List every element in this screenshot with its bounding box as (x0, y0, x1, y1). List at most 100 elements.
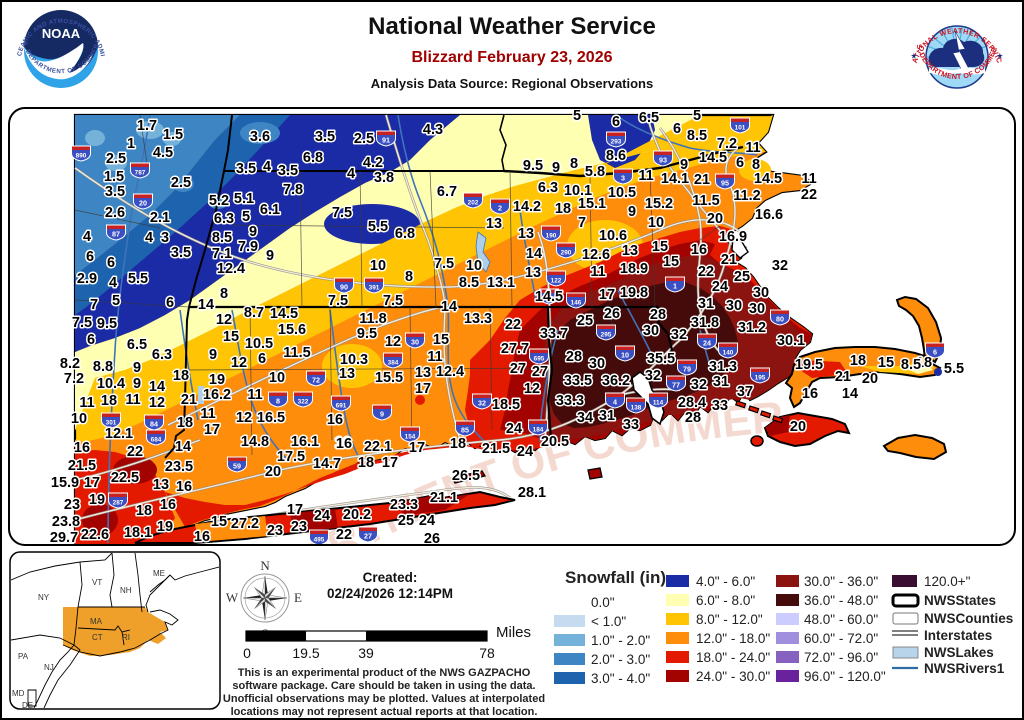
svg-text:35.5: 35.5 (647, 351, 675, 367)
svg-text:20: 20 (790, 419, 806, 435)
svg-text:22: 22 (127, 444, 143, 460)
svg-text:11: 11 (590, 264, 605, 280)
svg-text:96.0" - 120.0": 96.0" - 120.0" (804, 669, 886, 684)
svg-text:16: 16 (194, 529, 210, 545)
svg-text:6: 6 (673, 121, 681, 137)
svg-text:4.0" - 6.0": 4.0" - 6.0" (696, 574, 755, 589)
svg-text:9.5: 9.5 (357, 326, 377, 342)
svg-text:39: 39 (358, 645, 374, 661)
svg-text:5: 5 (573, 108, 581, 124)
svg-text:684: 684 (151, 437, 162, 444)
svg-text:NJ: NJ (44, 663, 54, 672)
svg-text:384: 384 (388, 360, 399, 367)
svg-text:18: 18 (555, 201, 571, 217)
svg-text:8.7: 8.7 (244, 305, 264, 321)
svg-text:20.2: 20.2 (343, 507, 371, 523)
svg-text:301: 301 (106, 420, 117, 427)
svg-text:15.6: 15.6 (278, 322, 306, 338)
svg-text:0: 0 (243, 645, 251, 661)
svg-text:< 1.0": < 1.0" (591, 614, 626, 629)
svg-text:12: 12 (385, 334, 401, 350)
svg-text:5.5: 5.5 (368, 219, 388, 235)
svg-text:14: 14 (441, 299, 457, 315)
svg-text:6: 6 (612, 114, 620, 130)
svg-text:12.6: 12.6 (582, 247, 610, 263)
svg-text:7.8: 7.8 (283, 182, 303, 198)
svg-text:21.5: 21.5 (482, 441, 510, 457)
svg-text:72: 72 (312, 376, 320, 385)
svg-text:5: 5 (112, 293, 120, 309)
svg-text:10: 10 (466, 258, 482, 274)
svg-text:5.2: 5.2 (209, 193, 229, 209)
svg-text:RI: RI (122, 633, 130, 642)
svg-text:202: 202 (468, 200, 479, 207)
svg-text:93: 93 (659, 156, 667, 165)
svg-text:NWSLakes: NWSLakes (924, 645, 994, 660)
svg-text:Analysis Data Source: Regional: Analysis Data Source: Regional Observati… (371, 76, 653, 91)
svg-text:22: 22 (801, 187, 817, 203)
svg-text:15.1: 15.1 (578, 196, 606, 212)
svg-text:120.0+": 120.0+" (924, 574, 971, 589)
svg-text:0.0": 0.0" (591, 595, 615, 610)
svg-text:Blizzard February 23, 2026: Blizzard February 23, 2026 (412, 49, 613, 66)
svg-text:20.5: 20.5 (541, 434, 569, 450)
svg-text:3.5: 3.5 (171, 245, 191, 261)
svg-text:79: 79 (683, 365, 691, 374)
svg-text:9: 9 (628, 204, 636, 220)
svg-text:17: 17 (204, 422, 220, 438)
svg-text:12: 12 (236, 410, 252, 426)
svg-text:91: 91 (382, 136, 390, 145)
svg-text:6.0" - 8.0": 6.0" - 8.0" (696, 593, 755, 608)
svg-text:2.0" - 3.0": 2.0" - 3.0" (591, 652, 650, 667)
svg-text:28: 28 (685, 410, 701, 426)
svg-text:29.7: 29.7 (50, 530, 78, 546)
svg-text:2.6: 2.6 (105, 205, 125, 221)
svg-text:National Weather Service: National Weather Service (368, 13, 656, 40)
svg-text:30: 30 (726, 298, 742, 314)
svg-text:Interstates: Interstates (924, 628, 992, 643)
svg-text:184: 184 (533, 427, 544, 434)
svg-text:W: W (226, 590, 239, 605)
svg-text:72.0" - 96.0": 72.0" - 96.0" (804, 650, 878, 665)
svg-text:1.7: 1.7 (137, 118, 157, 134)
svg-text:8: 8 (276, 397, 280, 406)
svg-text:NWSRivers1: NWSRivers1 (924, 661, 1005, 676)
svg-text:87: 87 (112, 230, 120, 239)
svg-text:25: 25 (734, 269, 750, 285)
svg-text:Snowfall (in): Snowfall (in) (565, 568, 666, 587)
svg-text:16.5: 16.5 (257, 410, 285, 426)
svg-text:8.5: 8.5 (212, 230, 232, 246)
svg-text:1.5: 1.5 (163, 127, 183, 143)
svg-text:11.5: 11.5 (283, 345, 310, 361)
svg-text:32: 32 (691, 377, 707, 393)
svg-text:NY: NY (38, 593, 50, 602)
svg-text:5.5: 5.5 (944, 361, 964, 377)
svg-text:17: 17 (382, 455, 398, 471)
svg-text:13: 13 (153, 477, 169, 493)
svg-text:DE: DE (22, 701, 33, 710)
svg-text:28.4: 28.4 (678, 395, 706, 411)
svg-text:80: 80 (776, 315, 784, 324)
svg-text:6: 6 (87, 332, 95, 348)
svg-text:10.5: 10.5 (245, 336, 273, 352)
svg-text:23.5: 23.5 (165, 459, 193, 475)
svg-text:12: 12 (149, 395, 165, 411)
svg-text:787: 787 (135, 170, 146, 177)
svg-text:37: 37 (737, 384, 753, 400)
svg-text:4: 4 (263, 159, 271, 175)
svg-text:11: 11 (79, 395, 94, 411)
svg-text:8.5: 8.5 (901, 357, 921, 373)
svg-text:3.5: 3.5 (236, 161, 256, 177)
svg-text:122: 122 (551, 278, 562, 285)
svg-text:18: 18 (450, 436, 466, 452)
svg-text:33.5: 33.5 (564, 373, 592, 389)
svg-text:15: 15 (652, 239, 668, 255)
svg-text:18: 18 (177, 415, 193, 431)
svg-text:4: 4 (145, 230, 153, 246)
svg-text:2.1: 2.1 (150, 210, 170, 226)
svg-text:23: 23 (291, 519, 307, 535)
svg-text:10.6: 10.6 (599, 228, 627, 244)
svg-text:138: 138 (631, 405, 642, 412)
svg-text:8.8: 8.8 (93, 359, 113, 375)
svg-text:23: 23 (64, 497, 80, 513)
